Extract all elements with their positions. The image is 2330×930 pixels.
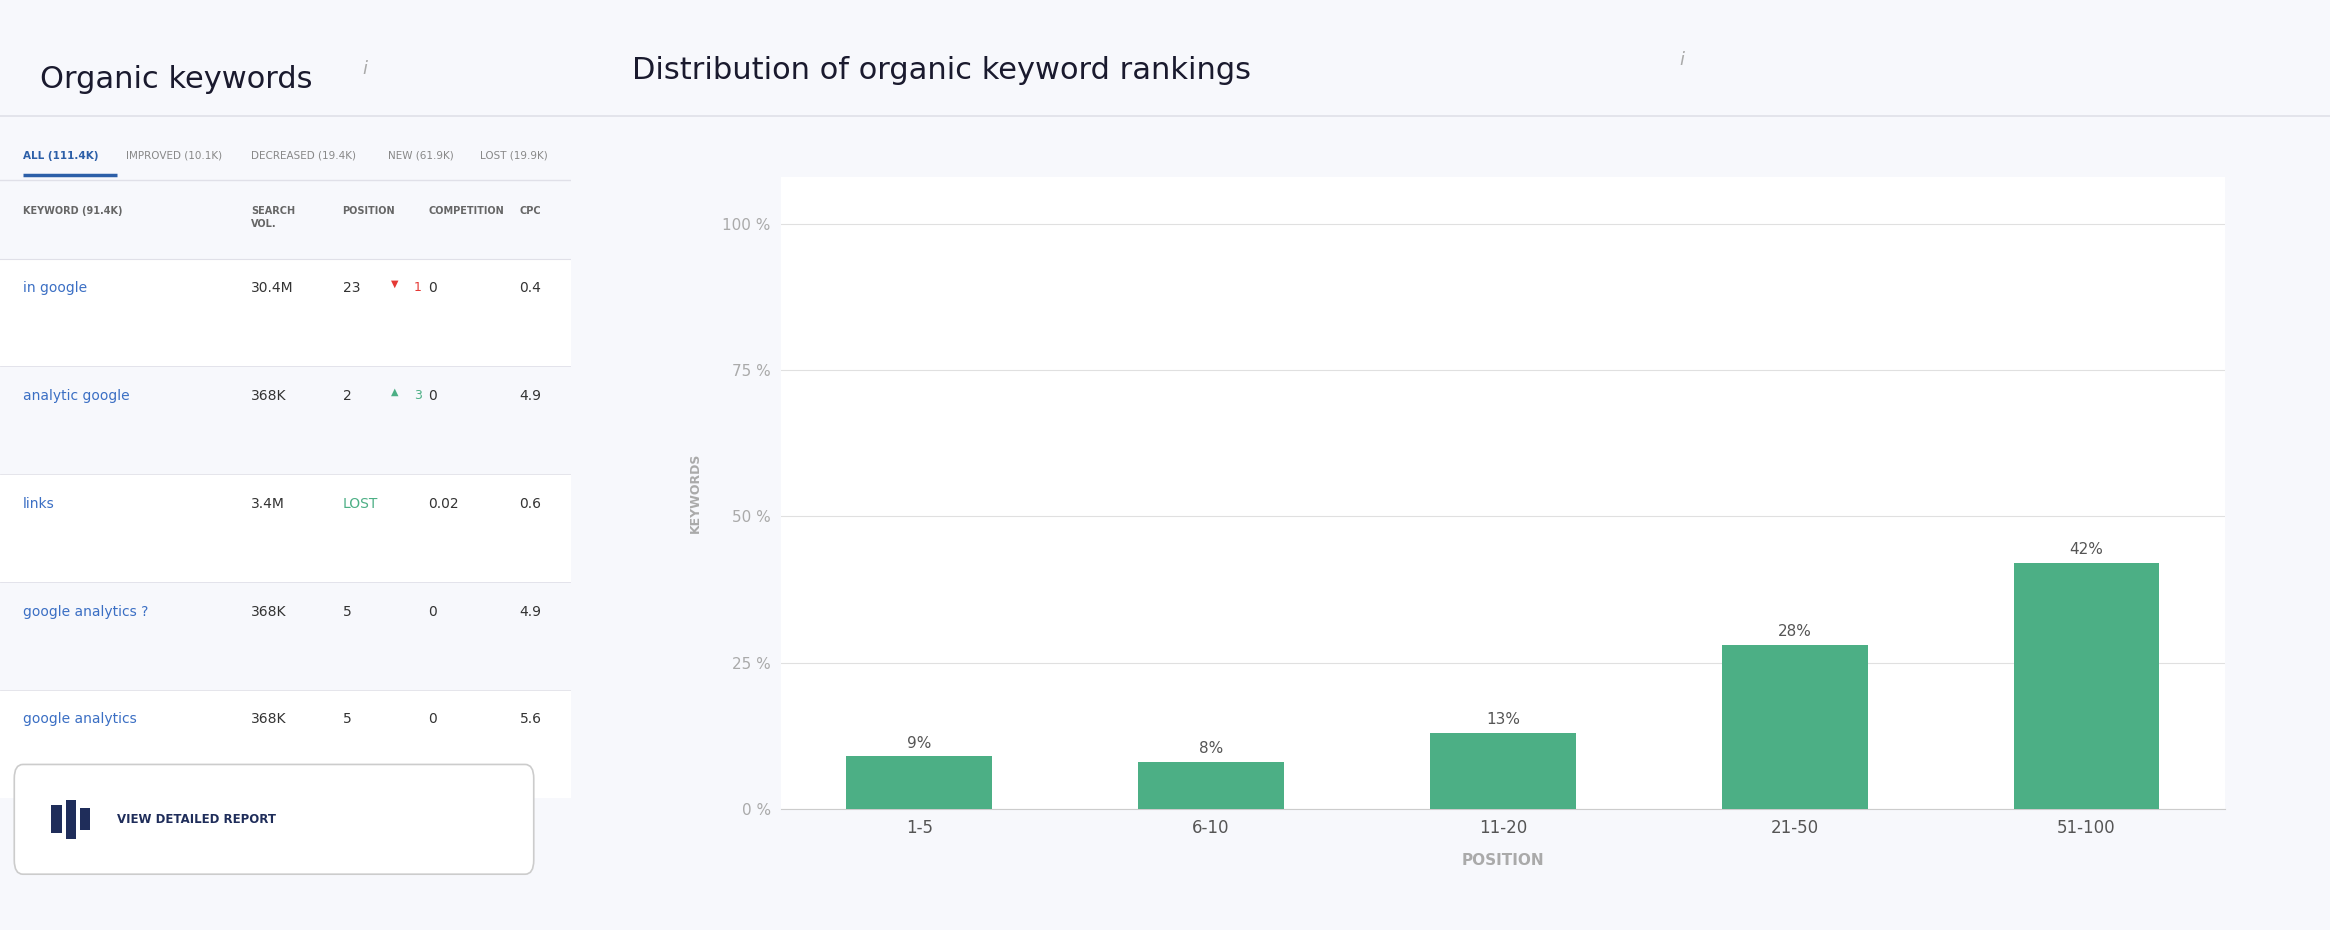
Bar: [79, 808, 91, 830]
Text: 4.9: 4.9: [520, 389, 541, 403]
Text: 0: 0: [429, 712, 438, 726]
Bar: [51, 805, 61, 833]
Text: 5: 5: [343, 604, 352, 618]
Bar: [0, 582, 571, 690]
Text: 0: 0: [429, 604, 438, 618]
Text: 5: 5: [343, 712, 352, 726]
Text: Distribution of organic keyword rankings: Distribution of organic keyword rankings: [631, 56, 1251, 85]
Bar: [0, 259, 571, 366]
Text: 368K: 368K: [252, 712, 287, 726]
Text: 2: 2: [343, 389, 352, 403]
Text: LOST: LOST: [343, 497, 377, 511]
Bar: [0, 690, 571, 798]
Text: NEW (61.9K): NEW (61.9K): [389, 151, 454, 161]
Text: VIEW DETAILED REPORT: VIEW DETAILED REPORT: [116, 813, 275, 826]
Text: links: links: [23, 497, 54, 511]
Text: 0.6: 0.6: [520, 497, 541, 511]
Bar: [0, 366, 571, 474]
Text: 28%: 28%: [1778, 624, 1813, 639]
Text: 9%: 9%: [906, 736, 932, 751]
Text: ▼: ▼: [391, 279, 398, 289]
Text: KEYWORD (91.4K): KEYWORD (91.4K): [23, 206, 123, 217]
Bar: [2013, 564, 2160, 809]
Text: 0.02: 0.02: [429, 497, 459, 511]
Text: 4.9: 4.9: [520, 604, 541, 618]
Text: POSITION: POSITION: [343, 206, 396, 217]
Text: 0: 0: [429, 281, 438, 295]
Text: 42%: 42%: [2069, 542, 2104, 557]
Text: google analytics ?: google analytics ?: [23, 604, 149, 618]
Text: COMPETITION: COMPETITION: [429, 206, 503, 217]
Bar: [1137, 763, 1284, 809]
Text: 368K: 368K: [252, 604, 287, 618]
Bar: [1722, 645, 1869, 809]
Text: Organic keywords: Organic keywords: [40, 65, 312, 94]
FancyBboxPatch shape: [14, 764, 534, 874]
Text: google analytics: google analytics: [23, 712, 137, 726]
Text: i: i: [363, 60, 368, 78]
X-axis label: POSITION: POSITION: [1461, 854, 1545, 869]
Text: in google: in google: [23, 281, 86, 295]
Text: CPC: CPC: [520, 206, 541, 217]
Text: 0.4: 0.4: [520, 281, 541, 295]
Text: ▲: ▲: [391, 387, 398, 397]
Text: 3: 3: [415, 389, 422, 402]
Text: ALL (111.4K): ALL (111.4K): [23, 151, 98, 161]
Text: 13%: 13%: [1487, 712, 1519, 727]
Text: 8%: 8%: [1200, 741, 1223, 756]
Text: IMPROVED (10.1K): IMPROVED (10.1K): [126, 151, 221, 161]
Bar: [0, 474, 571, 582]
Y-axis label: KEYWORDS: KEYWORDS: [690, 453, 701, 533]
Text: 0: 0: [429, 389, 438, 403]
Text: SEARCH
VOL.: SEARCH VOL.: [252, 206, 296, 229]
Text: DECREASED (19.4K): DECREASED (19.4K): [252, 151, 356, 161]
Text: 3.4M: 3.4M: [252, 497, 284, 511]
Text: 1: 1: [415, 281, 422, 294]
Bar: [846, 756, 993, 809]
Text: LOST (19.9K): LOST (19.9K): [480, 151, 548, 161]
Bar: [65, 800, 77, 839]
Text: 368K: 368K: [252, 389, 287, 403]
Text: 5.6: 5.6: [520, 712, 541, 726]
Bar: [1431, 733, 1575, 809]
Text: i: i: [1680, 51, 1685, 69]
Text: 23: 23: [343, 281, 361, 295]
Text: 30.4M: 30.4M: [252, 281, 294, 295]
Text: analytic google: analytic google: [23, 389, 130, 403]
